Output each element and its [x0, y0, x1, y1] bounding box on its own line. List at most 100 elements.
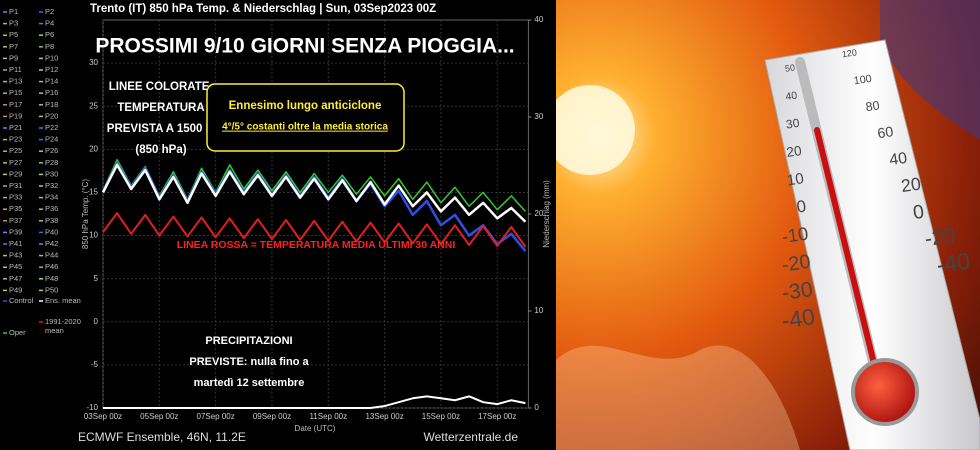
legend-label: P42	[45, 239, 58, 248]
y-tick-label: -10	[86, 403, 98, 412]
annotation: (850 hPa)	[135, 144, 186, 156]
annotation: LINEE COLORATE:	[109, 81, 214, 93]
y2-tick-label: 40	[534, 15, 543, 24]
legend-label: P45	[9, 262, 22, 271]
legend-label: P32	[45, 181, 58, 190]
legend-label: P12	[45, 65, 58, 74]
y2-tick-label: 10	[534, 306, 543, 315]
legend-label: P31	[9, 181, 22, 190]
legend-label: P1	[9, 7, 18, 16]
series-line	[101, 161, 527, 252]
legend-label: P36	[45, 204, 58, 213]
legend-label: P34	[45, 193, 58, 202]
annotation: PROSSIMI 9/10 GIORNI SENZA PIOGGIA...	[95, 35, 514, 58]
y2-tick-label: 20	[534, 209, 543, 218]
celsius-label: -40	[780, 303, 817, 333]
series-line	[102, 212, 527, 248]
legend-label: P5	[9, 30, 18, 39]
legend-label: Ens. mean	[45, 296, 81, 305]
legend-label: P20	[45, 111, 58, 120]
fahrenheit-label: 120	[841, 47, 857, 59]
x-tick-label: 03Sep 00z	[84, 412, 122, 421]
y-axis-label: 850 hPa Temp. (°C)	[81, 179, 90, 250]
legend-label: P35	[9, 204, 22, 213]
x-axis-label: Date (UTC)	[295, 424, 336, 433]
fahrenheit-label: -40	[935, 248, 972, 278]
x-tick-label: 13Sep 00z	[365, 412, 403, 421]
fahrenheit-label: 0	[912, 201, 926, 224]
legend-label: P48	[45, 274, 58, 283]
cloud	[880, 0, 980, 140]
y-tick-label: 20	[89, 144, 98, 153]
y-tick-label: 10	[89, 231, 98, 240]
legend-label: 1991-2020 mean	[45, 317, 81, 335]
photo	[556, 0, 980, 450]
x-tick-label: 17Sep 00z	[478, 412, 516, 421]
legend-label: P30	[45, 169, 58, 178]
legend-label: P50	[45, 285, 58, 294]
fahrenheit-label: -20	[923, 223, 957, 251]
annotation: PREVISTE: nulla fino a	[189, 356, 309, 368]
legend-label: Control	[9, 296, 34, 305]
legend-label: P26	[45, 146, 58, 155]
annotation: 4°/5° costanti oltre la media storica	[222, 122, 388, 133]
annotation-box	[206, 83, 405, 152]
legend-label: P33	[9, 193, 22, 202]
legend-label: P15	[9, 88, 22, 97]
source: Wetterzentrale.de	[424, 430, 519, 444]
legend-label: P44	[45, 251, 58, 260]
y-tick-label: 30	[89, 58, 98, 67]
x-tick-label: 09Sep 00z	[253, 412, 291, 421]
legend-label: P11	[9, 65, 22, 74]
legend-label: P4	[45, 19, 54, 28]
legend-label: P19	[9, 111, 22, 120]
mercury	[814, 127, 881, 383]
celsius-label: 40	[785, 90, 798, 104]
celsius-label: -30	[780, 277, 814, 305]
legend-label: P17	[9, 100, 22, 109]
legend-label: P43	[9, 251, 22, 260]
legend-label: P14	[45, 77, 58, 86]
legend-label: P49	[9, 285, 22, 294]
legend-label: P13	[9, 77, 22, 86]
legend-label: P10	[45, 53, 58, 62]
legend-label: Oper	[9, 328, 26, 337]
fahrenheit-label: 20	[900, 174, 922, 197]
x-tick-label: 07Sep 00z	[197, 412, 235, 421]
fahrenheit-label: 60	[876, 124, 894, 142]
legend-label: P38	[45, 216, 58, 225]
series-line	[102, 158, 526, 212]
thermometer-bulb	[851, 358, 919, 426]
legend-label: P23	[9, 135, 22, 144]
source: ECMWF Ensemble, 46N, 11.2E	[78, 430, 246, 444]
legend-label: P47	[9, 274, 22, 283]
y2-tick-label: 0	[534, 403, 539, 412]
annotation: TEMPERATURA	[117, 102, 204, 114]
x-tick-label: 05Sep 00z	[140, 412, 178, 421]
fahrenheit-label: 40	[888, 150, 908, 169]
celsius-label: 0	[795, 196, 807, 216]
fahrenheit-label: 100	[853, 73, 872, 87]
celsius-label: -20	[780, 251, 812, 277]
legend-label: P29	[9, 169, 22, 178]
y-tick-label: 25	[89, 101, 98, 110]
legend-label: P28	[45, 158, 58, 167]
legend-label: P39	[9, 227, 22, 236]
annotation: Ennesimo lungo anticiclone	[229, 100, 382, 112]
chart-title: Trento (IT) 850 hPa Temp. & Niederschlag…	[90, 3, 436, 15]
annotation: martedì 12 settembre	[194, 377, 305, 389]
legend-label: P3	[9, 19, 18, 28]
legend-label: P22	[45, 123, 58, 132]
series-line	[103, 395, 526, 409]
y-tick-label: 0	[94, 317, 99, 326]
celsius-label: 10	[786, 170, 805, 189]
y2-tick-label: 30	[534, 112, 543, 121]
y-tick-label: 5	[94, 274, 99, 283]
celsius-label: 50	[784, 62, 795, 73]
legend-label: P9	[9, 53, 18, 62]
cloud	[556, 345, 800, 450]
legend-label: P41	[9, 239, 22, 248]
series-line	[101, 163, 527, 223]
legend-label: P8	[45, 42, 54, 51]
